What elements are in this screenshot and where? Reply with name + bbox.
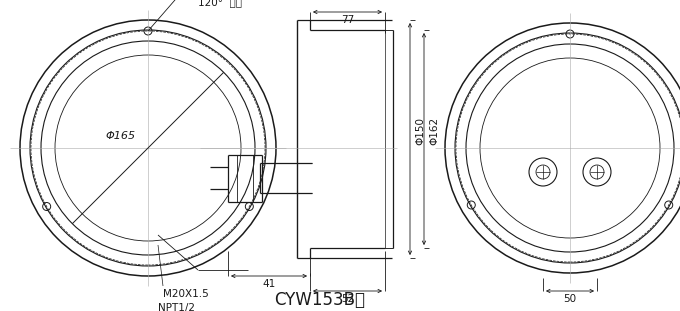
- Text: Φ150: Φ150: [415, 117, 425, 145]
- Text: 50: 50: [564, 294, 577, 304]
- Text: M20X1.5: M20X1.5: [163, 289, 209, 299]
- Text: CYW153B型: CYW153B型: [275, 291, 366, 309]
- Text: NPT1/2: NPT1/2: [158, 303, 195, 311]
- Text: Φ162: Φ162: [429, 117, 439, 145]
- Text: 77: 77: [341, 15, 354, 25]
- Text: 52: 52: [341, 294, 354, 304]
- Text: Φ165: Φ165: [105, 131, 135, 141]
- Text: 41: 41: [262, 279, 275, 289]
- Text: 120°  均布: 120° 均布: [198, 0, 242, 7]
